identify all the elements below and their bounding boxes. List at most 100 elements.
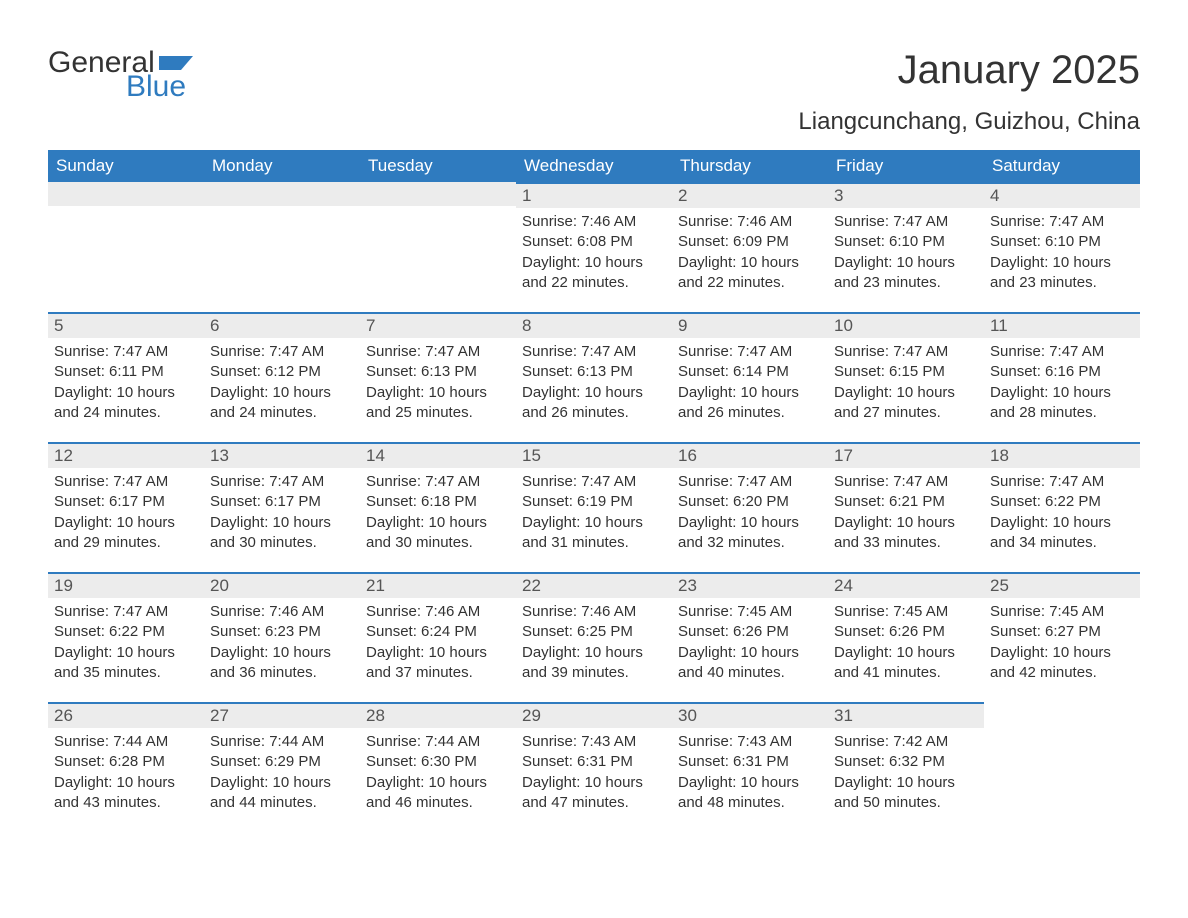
logo-word-blue: Blue <box>126 72 193 102</box>
sunrise-text: Sunrise: 7:43 AM <box>522 732 666 752</box>
weekday-header: Sunday <box>48 150 204 182</box>
calendar-day: 21Sunrise: 7:46 AMSunset: 6:24 PMDayligh… <box>360 572 516 702</box>
day-details: Sunrise: 7:47 AMSunset: 6:17 PMDaylight:… <box>48 468 204 561</box>
sunrise-text: Sunrise: 7:47 AM <box>990 472 1134 492</box>
calendar-empty-day <box>360 182 516 312</box>
sunrise-text: Sunrise: 7:47 AM <box>678 342 822 362</box>
calendar-day: 5Sunrise: 7:47 AMSunset: 6:11 PMDaylight… <box>48 312 204 442</box>
calendar-day: 13Sunrise: 7:47 AMSunset: 6:17 PMDayligh… <box>204 442 360 572</box>
daylight-text: Daylight: 10 hours and 27 minutes. <box>834 383 978 424</box>
sunset-text: Sunset: 6:21 PM <box>834 492 978 512</box>
calendar-day: 28Sunrise: 7:44 AMSunset: 6:30 PMDayligh… <box>360 702 516 832</box>
sunset-text: Sunset: 6:27 PM <box>990 622 1134 642</box>
sunset-text: Sunset: 6:17 PM <box>54 492 198 512</box>
sunset-text: Sunset: 6:28 PM <box>54 752 198 772</box>
calendar-day: 2Sunrise: 7:46 AMSunset: 6:09 PMDaylight… <box>672 182 828 312</box>
sunset-text: Sunset: 6:32 PM <box>834 752 978 772</box>
weekday-header: Monday <box>204 150 360 182</box>
sunrise-text: Sunrise: 7:47 AM <box>990 342 1134 362</box>
daylight-text: Daylight: 10 hours and 37 minutes. <box>366 643 510 684</box>
calendar-day: 23Sunrise: 7:45 AMSunset: 6:26 PMDayligh… <box>672 572 828 702</box>
calendar-day: 15Sunrise: 7:47 AMSunset: 6:19 PMDayligh… <box>516 442 672 572</box>
sunrise-text: Sunrise: 7:46 AM <box>522 212 666 232</box>
day-number: 5 <box>48 312 204 338</box>
calendar-empty-day <box>204 182 360 312</box>
day-details: Sunrise: 7:46 AMSunset: 6:08 PMDaylight:… <box>516 208 672 301</box>
calendar-day: 24Sunrise: 7:45 AMSunset: 6:26 PMDayligh… <box>828 572 984 702</box>
day-details: Sunrise: 7:43 AMSunset: 6:31 PMDaylight:… <box>516 728 672 821</box>
daylight-text: Daylight: 10 hours and 44 minutes. <box>210 773 354 814</box>
calendar-day: 27Sunrise: 7:44 AMSunset: 6:29 PMDayligh… <box>204 702 360 832</box>
sunset-text: Sunset: 6:12 PM <box>210 362 354 382</box>
calendar-day: 25Sunrise: 7:45 AMSunset: 6:27 PMDayligh… <box>984 572 1140 702</box>
daylight-text: Daylight: 10 hours and 26 minutes. <box>678 383 822 424</box>
day-details: Sunrise: 7:42 AMSunset: 6:32 PMDaylight:… <box>828 728 984 821</box>
daylight-text: Daylight: 10 hours and 30 minutes. <box>210 513 354 554</box>
daylight-text: Daylight: 10 hours and 26 minutes. <box>522 383 666 424</box>
day-number: 16 <box>672 442 828 468</box>
calendar-day: 22Sunrise: 7:46 AMSunset: 6:25 PMDayligh… <box>516 572 672 702</box>
calendar-day: 6Sunrise: 7:47 AMSunset: 6:12 PMDaylight… <box>204 312 360 442</box>
empty-day-bar <box>360 182 516 206</box>
day-number: 30 <box>672 702 828 728</box>
sunrise-text: Sunrise: 7:43 AM <box>678 732 822 752</box>
day-details: Sunrise: 7:46 AMSunset: 6:09 PMDaylight:… <box>672 208 828 301</box>
sunset-text: Sunset: 6:31 PM <box>678 752 822 772</box>
sunrise-text: Sunrise: 7:45 AM <box>834 602 978 622</box>
sunrise-text: Sunrise: 7:47 AM <box>522 472 666 492</box>
sunrise-text: Sunrise: 7:47 AM <box>678 472 822 492</box>
daylight-text: Daylight: 10 hours and 30 minutes. <box>366 513 510 554</box>
sunset-text: Sunset: 6:20 PM <box>678 492 822 512</box>
day-details: Sunrise: 7:47 AMSunset: 6:21 PMDaylight:… <box>828 468 984 561</box>
day-number: 13 <box>204 442 360 468</box>
day-number: 6 <box>204 312 360 338</box>
sunset-text: Sunset: 6:31 PM <box>522 752 666 772</box>
day-details: Sunrise: 7:45 AMSunset: 6:26 PMDaylight:… <box>672 598 828 691</box>
weekday-header: Friday <box>828 150 984 182</box>
logo: General Blue <box>48 48 193 102</box>
sunset-text: Sunset: 6:16 PM <box>990 362 1134 382</box>
day-number: 11 <box>984 312 1140 338</box>
day-details: Sunrise: 7:47 AMSunset: 6:10 PMDaylight:… <box>828 208 984 301</box>
sunset-text: Sunset: 6:08 PM <box>522 232 666 252</box>
daylight-text: Daylight: 10 hours and 36 minutes. <box>210 643 354 684</box>
sunset-text: Sunset: 6:10 PM <box>834 232 978 252</box>
sunset-text: Sunset: 6:24 PM <box>366 622 510 642</box>
calendar-day: 1Sunrise: 7:46 AMSunset: 6:08 PMDaylight… <box>516 182 672 312</box>
sunrise-text: Sunrise: 7:47 AM <box>834 342 978 362</box>
day-number: 1 <box>516 182 672 208</box>
calendar-day: 26Sunrise: 7:44 AMSunset: 6:28 PMDayligh… <box>48 702 204 832</box>
day-number: 24 <box>828 572 984 598</box>
sunrise-text: Sunrise: 7:47 AM <box>54 602 198 622</box>
calendar-week: 5Sunrise: 7:47 AMSunset: 6:11 PMDaylight… <box>48 312 1140 442</box>
day-number: 21 <box>360 572 516 598</box>
calendar-day: 7Sunrise: 7:47 AMSunset: 6:13 PMDaylight… <box>360 312 516 442</box>
day-details: Sunrise: 7:47 AMSunset: 6:20 PMDaylight:… <box>672 468 828 561</box>
day-number: 20 <box>204 572 360 598</box>
day-number: 25 <box>984 572 1140 598</box>
day-details: Sunrise: 7:46 AMSunset: 6:24 PMDaylight:… <box>360 598 516 691</box>
calendar-body: 1Sunrise: 7:46 AMSunset: 6:08 PMDaylight… <box>48 182 1140 832</box>
sunset-text: Sunset: 6:19 PM <box>522 492 666 512</box>
daylight-text: Daylight: 10 hours and 29 minutes. <box>54 513 198 554</box>
sunset-text: Sunset: 6:25 PM <box>522 622 666 642</box>
sunrise-text: Sunrise: 7:47 AM <box>366 342 510 362</box>
daylight-text: Daylight: 10 hours and 22 minutes. <box>678 253 822 294</box>
daylight-text: Daylight: 10 hours and 48 minutes. <box>678 773 822 814</box>
calendar-day: 4Sunrise: 7:47 AMSunset: 6:10 PMDaylight… <box>984 182 1140 312</box>
day-number: 19 <box>48 572 204 598</box>
day-details: Sunrise: 7:46 AMSunset: 6:25 PMDaylight:… <box>516 598 672 691</box>
calendar-week: 1Sunrise: 7:46 AMSunset: 6:08 PMDaylight… <box>48 182 1140 312</box>
day-details: Sunrise: 7:47 AMSunset: 6:12 PMDaylight:… <box>204 338 360 431</box>
day-number: 9 <box>672 312 828 338</box>
sunrise-text: Sunrise: 7:46 AM <box>210 602 354 622</box>
calendar-day: 3Sunrise: 7:47 AMSunset: 6:10 PMDaylight… <box>828 182 984 312</box>
day-number: 17 <box>828 442 984 468</box>
day-number: 27 <box>204 702 360 728</box>
sunrise-text: Sunrise: 7:47 AM <box>834 212 978 232</box>
calendar-day: 31Sunrise: 7:42 AMSunset: 6:32 PMDayligh… <box>828 702 984 832</box>
sunrise-text: Sunrise: 7:47 AM <box>210 472 354 492</box>
daylight-text: Daylight: 10 hours and 47 minutes. <box>522 773 666 814</box>
weekday-header: Tuesday <box>360 150 516 182</box>
page-title: January 2025 <box>898 48 1140 93</box>
